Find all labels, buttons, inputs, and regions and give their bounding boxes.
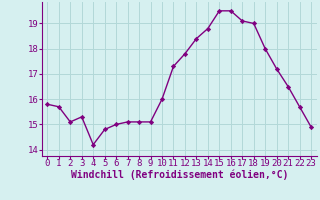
X-axis label: Windchill (Refroidissement éolien,°C): Windchill (Refroidissement éolien,°C) — [70, 170, 288, 180]
